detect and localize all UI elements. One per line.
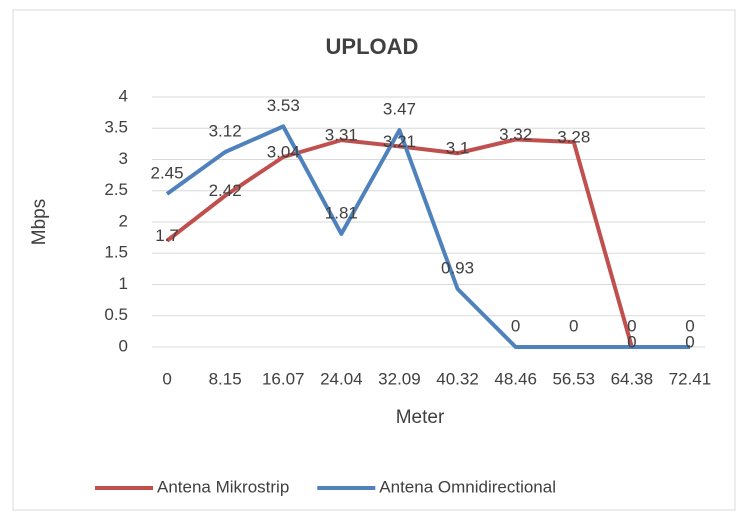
data-label: 3.31 [325,126,358,145]
data-label: 0 [569,316,578,335]
x-tick-label: 72.41 [669,369,712,388]
data-label: 0 [685,316,694,335]
data-label: 3.53 [267,96,300,115]
x-tick-label: 24.04 [320,369,363,388]
x-tick-label: 0 [162,369,171,388]
x-tick-label: 40.32 [436,369,479,388]
y-axis-label: Mbps [29,199,50,245]
data-label: 0 [627,332,636,351]
y-tick-label: 3.5 [104,118,128,137]
data-label: 3.32 [499,125,532,144]
chart-title: UPLOAD [326,34,419,59]
data-label: 3.47 [383,100,416,119]
data-label: 3.21 [383,132,416,151]
x-tick-label: 64.38 [611,369,654,388]
y-tick-label: 4 [119,86,128,105]
x-tick-label: 8.15 [209,369,242,388]
y-tick-label: 2 [119,211,128,230]
data-label: 2.45 [151,163,184,182]
data-label: 3.28 [557,127,590,146]
legend-label: Antena Mikrostrip [157,477,289,496]
data-label: 3.04 [267,142,300,161]
x-tick-label: 16.07 [262,369,305,388]
data-label: 0.93 [441,258,474,277]
data-label: 1.81 [325,203,358,222]
data-label: 0 [685,332,694,351]
series-line [165,124,690,349]
x-axis-label: Meter [396,407,445,428]
data-label: 3.1 [446,139,470,158]
y-tick-label: 1 [119,274,128,293]
x-tick-label: 56.53 [552,369,595,388]
series-line [165,137,690,349]
y-tick-label: 1.5 [104,243,128,262]
legend-label: Antena Omnidirectional [379,477,556,496]
data-label: 2.42 [209,181,242,200]
y-tick-label: 2.5 [104,180,128,199]
y-tick-label: 0 [119,336,128,355]
data-label: 0 [627,316,636,335]
x-tick-label: 48.46 [494,369,537,388]
data-label: 3.12 [209,121,242,140]
chart-border [12,9,736,511]
y-tick-label: 0.5 [104,305,128,324]
x-tick-label: 32.09 [378,369,421,388]
y-tick-label: 3 [119,149,128,168]
data-label: 0 [511,316,520,335]
data-label: 1.7 [155,226,179,245]
